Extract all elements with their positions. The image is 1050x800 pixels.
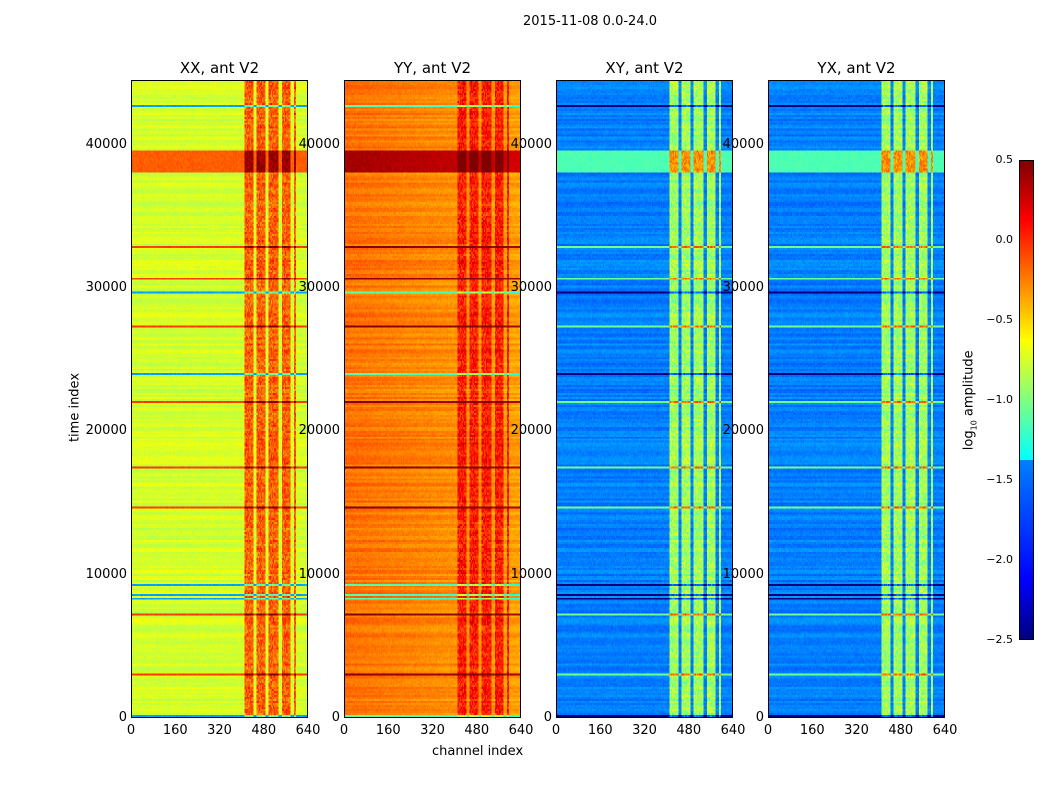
y-tick-label: 20000 — [510, 423, 552, 439]
heatmap-panel-3 — [768, 80, 945, 718]
y-tick-label: 30000 — [298, 279, 340, 295]
heatmap-image — [345, 81, 520, 717]
x-tick-label: 0 — [339, 723, 349, 738]
colorbar-tick-label: −1.0 — [986, 393, 1013, 406]
heatmap-image — [769, 81, 944, 717]
y-tick-label: 0 — [118, 710, 127, 725]
x-tick-label: 320 — [632, 723, 657, 738]
x-tick-label: 640 — [508, 723, 534, 738]
colorbar-tick-label: −0.5 — [986, 313, 1013, 326]
y-tick-label: 0 — [543, 710, 552, 725]
colorbar-tick-label: 0.5 — [995, 153, 1014, 166]
heatmap-image — [557, 81, 732, 717]
x-tick-label: 640 — [295, 723, 321, 738]
y-tick-label: 0 — [331, 710, 340, 725]
y-tick-label: 30000 — [510, 279, 552, 295]
x-tick-label: 320 — [844, 723, 869, 738]
panel-title: XX, ant V2 — [179, 59, 260, 77]
heatmap-panel-0 — [131, 80, 308, 718]
x-tick-label: 480 — [676, 723, 702, 738]
x-tick-label: 480 — [888, 723, 914, 738]
x-tick-label: 0 — [126, 723, 136, 738]
x-tick-label: 640 — [720, 723, 746, 738]
colorbar-tick-label: −2.0 — [986, 553, 1013, 566]
y-tick-label: 20000 — [722, 423, 764, 439]
y-tick-label: 10000 — [85, 566, 127, 582]
y-tick-label: 10000 — [722, 566, 764, 582]
x-tick-label: 320 — [420, 723, 445, 738]
x-tick-label: 160 — [799, 723, 825, 738]
figure-title: 2015-11-08 0.0-24.0 — [523, 14, 657, 29]
colorbar-tick-label: −2.5 — [986, 633, 1013, 646]
y-tick-label: 30000 — [85, 279, 127, 295]
colorbar-tick-label: −1.5 — [986, 473, 1013, 486]
panel-title: YX, ant V2 — [817, 59, 896, 77]
y-tick-label: 40000 — [510, 136, 552, 152]
x-tick-label: 320 — [207, 723, 232, 738]
panel-title: YY, ant V2 — [393, 59, 471, 77]
heatmap-image — [132, 81, 307, 717]
y-tick-label: 20000 — [85, 423, 127, 439]
y-tick-label: 10000 — [510, 566, 552, 582]
y-tick-label: 40000 — [298, 136, 340, 152]
panel-title: XY, ant V2 — [605, 59, 684, 77]
x-tick-label: 160 — [162, 723, 188, 738]
colorbar-tick-label: 0.0 — [995, 233, 1014, 246]
y-tick-label: 0 — [755, 710, 764, 725]
heatmap-panel-2 — [556, 80, 733, 718]
x-tick-label: 0 — [763, 723, 773, 738]
y-axis-label: time index — [67, 372, 83, 443]
y-tick-label: 20000 — [298, 423, 340, 439]
x-tick-label: 160 — [375, 723, 401, 738]
x-tick-label: 640 — [932, 723, 958, 738]
x-axis-label: channel index — [432, 744, 524, 759]
colorbar — [1019, 160, 1034, 640]
heatmap-panel-1 — [344, 80, 521, 718]
x-tick-label: 0 — [551, 723, 561, 738]
y-tick-label: 40000 — [722, 136, 764, 152]
y-tick-label: 30000 — [722, 279, 764, 295]
colorbar-label: log10 amplitude — [961, 350, 979, 451]
x-tick-label: 480 — [251, 723, 277, 738]
y-tick-label: 40000 — [85, 136, 127, 152]
x-tick-label: 480 — [464, 723, 490, 738]
x-tick-label: 160 — [587, 723, 613, 738]
y-tick-label: 10000 — [298, 566, 340, 582]
